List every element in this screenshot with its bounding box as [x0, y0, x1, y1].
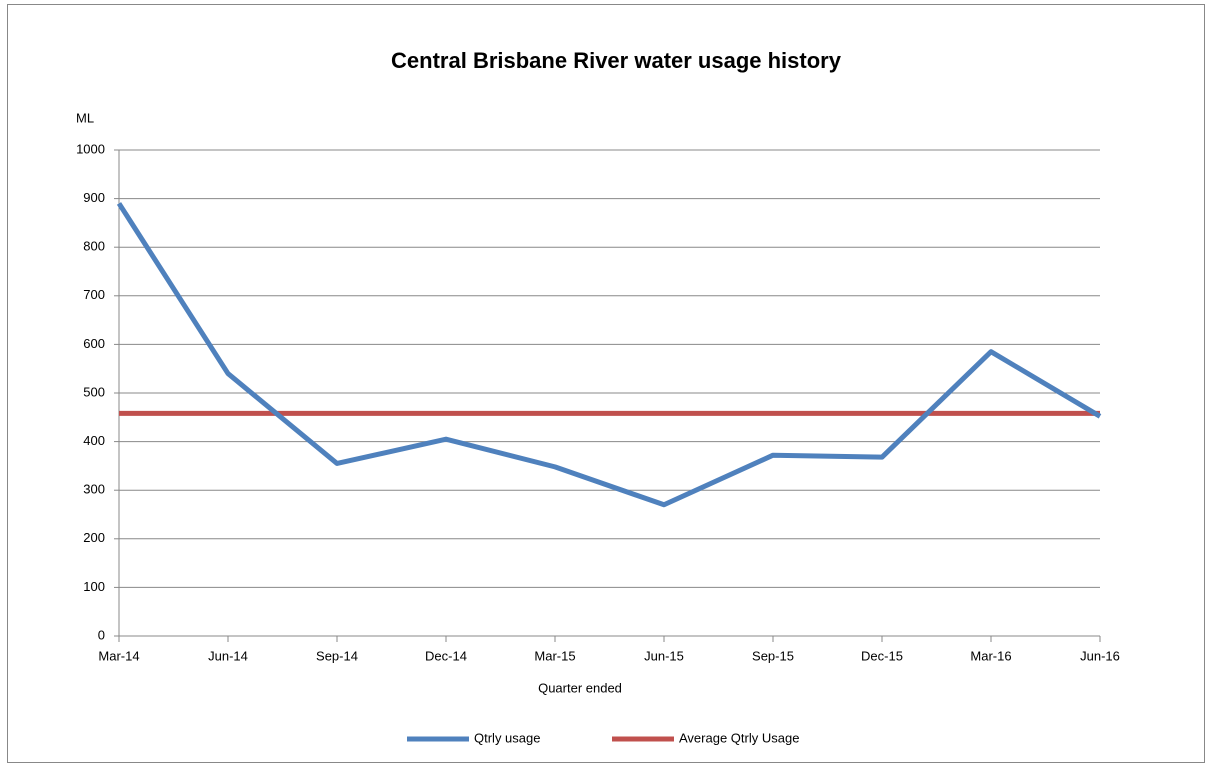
y-tick-label: 200: [83, 530, 105, 545]
y-tick-label: 400: [83, 433, 105, 448]
y-tick-label: 600: [83, 336, 105, 351]
y-tick-label: 500: [83, 384, 105, 399]
x-tick-label: Jun-15: [644, 648, 684, 663]
y-tick-label: 100: [83, 579, 105, 594]
chart-border: [7, 4, 1205, 763]
x-tick-label: Sep-15: [752, 648, 794, 663]
y-tick-label: 1000: [76, 141, 105, 156]
x-tick-label: Mar-14: [98, 648, 139, 663]
x-axis-label: Quarter ended: [538, 680, 622, 695]
y-tick-label: 700: [83, 287, 105, 302]
series-line: [116, 202, 1102, 508]
y-tick-label: 0: [98, 627, 105, 642]
y-tick-label: 300: [83, 482, 105, 497]
x-tick-label: Mar-15: [534, 648, 575, 663]
x-tick-label: Jun-16: [1080, 648, 1120, 663]
legend-label: Average Qtrly Usage: [679, 730, 799, 745]
x-tick-label: Jun-14: [208, 648, 248, 663]
x-tick-label: Dec-15: [861, 648, 903, 663]
y-tick-label: 900: [83, 190, 105, 205]
x-tick-label: Dec-14: [425, 648, 467, 663]
y-tick-label: 800: [83, 239, 105, 254]
chart-title: Central Brisbane River water usage histo…: [391, 48, 842, 73]
x-tick-label: Mar-16: [970, 648, 1011, 663]
x-tick-label: Sep-14: [316, 648, 358, 663]
y-axis-label: ML: [76, 110, 94, 125]
legend-label: Qtrly usage: [474, 730, 540, 745]
